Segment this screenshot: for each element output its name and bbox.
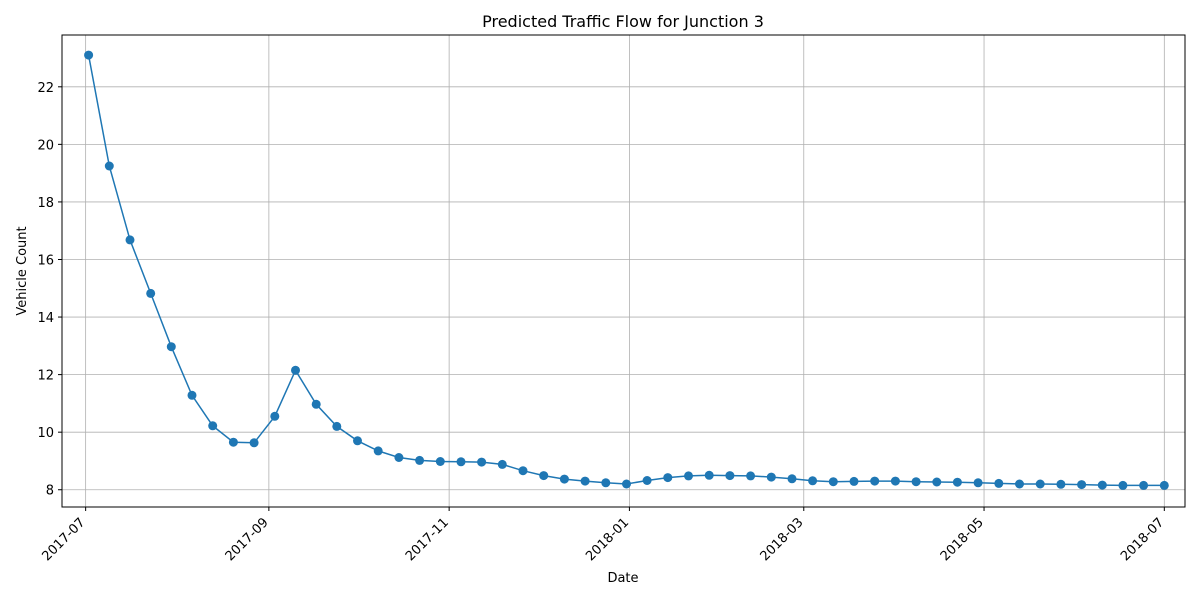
y-tick-label: 14 <box>37 311 54 326</box>
data-point <box>746 471 756 481</box>
data-point <box>870 476 880 486</box>
data-point <box>84 50 94 60</box>
data-point <box>849 476 859 486</box>
y-tick-label: 10 <box>37 426 54 441</box>
data-point <box>373 446 383 456</box>
x-tick-label: 2018-01 <box>583 515 632 564</box>
data-point <box>622 479 631 489</box>
data-point <box>704 470 714 480</box>
data-point <box>725 471 735 481</box>
data-point <box>477 457 487 467</box>
data-point <box>228 437 238 447</box>
axes: 8 10 12 14 16 18 20 22 2017-07 2017-09 2017-11 2018… <box>37 81 1167 564</box>
data-point <box>932 477 942 487</box>
y-tick-label: 8 <box>46 484 54 499</box>
chart-title: Predicted Traffic Flow for Junction 3 <box>482 12 764 31</box>
grid <box>62 35 1185 507</box>
data-point <box>973 478 983 488</box>
data-point <box>601 478 611 488</box>
x-tick-label: 2017-09 <box>223 515 272 564</box>
data-point <box>580 476 590 486</box>
series-line <box>87 54 1165 487</box>
data-point <box>766 472 776 482</box>
data-point <box>539 471 549 481</box>
data-point <box>808 476 818 486</box>
data-point <box>332 421 342 431</box>
data-point <box>456 457 466 467</box>
x-tick-label: 2018-03 <box>758 515 807 564</box>
data-point <box>187 390 197 400</box>
y-tick-label: 18 <box>37 196 54 211</box>
data-point <box>787 474 797 484</box>
data-point <box>1035 479 1045 489</box>
data-point <box>518 466 528 476</box>
data-point <box>1159 480 1169 490</box>
x-tick-label: 2018-05 <box>938 515 987 564</box>
x-tick-label: 2018-07 <box>1118 515 1167 564</box>
data-point <box>270 411 280 421</box>
y-tick-label: 20 <box>37 138 54 153</box>
data-point <box>952 477 962 487</box>
data-point <box>684 471 693 481</box>
x-tick-label: 2017-07 <box>39 515 88 564</box>
data-point <box>435 457 445 466</box>
data-point <box>890 476 900 486</box>
y-tick-label: 22 <box>37 81 54 96</box>
data-point <box>663 473 673 483</box>
data-point <box>1056 479 1066 489</box>
data-point <box>559 474 569 484</box>
data-point <box>125 235 135 245</box>
data-point <box>1139 480 1149 490</box>
data-point <box>642 476 652 485</box>
y-tick-label: 12 <box>37 369 54 384</box>
data-point <box>146 288 156 298</box>
data-point <box>166 342 176 352</box>
data-point <box>828 477 838 487</box>
data-point <box>394 453 404 462</box>
data-point <box>291 365 300 375</box>
data-point <box>1015 479 1024 489</box>
data-point <box>1118 480 1128 490</box>
data-point <box>1077 480 1087 490</box>
y-tick-label: 16 <box>37 253 54 268</box>
data-point <box>311 399 321 409</box>
plot-frame <box>61 34 1186 508</box>
y-axis-label: Vehicle Count <box>15 226 30 315</box>
data-point <box>497 459 507 469</box>
x-axis-label: Date <box>607 571 638 586</box>
data-point <box>104 161 114 171</box>
data-point <box>208 421 218 431</box>
data-point <box>353 436 362 446</box>
series-layer <box>84 50 1169 490</box>
data-point <box>994 478 1004 488</box>
x-tick-label: 2017-11 <box>403 515 452 564</box>
data-point <box>1097 480 1107 490</box>
data-point <box>911 477 921 487</box>
data-point <box>249 438 259 448</box>
data-point <box>415 455 425 465</box>
